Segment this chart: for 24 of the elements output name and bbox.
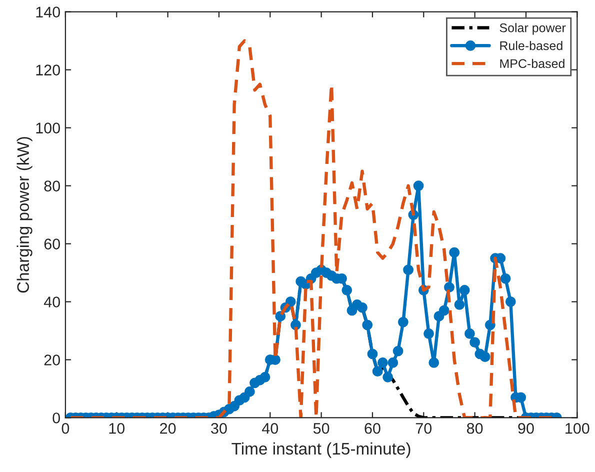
legend-label: Solar power (500, 23, 566, 35)
x-tick-label: 80 (466, 422, 483, 434)
y-tick-label: 140 (36, 6, 60, 18)
x-tick-label: 20 (160, 422, 176, 434)
legend-label: MPC-based (500, 58, 564, 68)
x-tick-label: 90 (518, 422, 534, 434)
x-tick-label: 50 (313, 422, 330, 434)
legend-label: Rule-based (500, 40, 562, 50)
x-tick-label: 0 (62, 422, 70, 434)
y-axis-title: Charging power (kW) (16, 137, 32, 293)
y-tick-label: 120 (36, 64, 60, 76)
x-tick-label: 30 (211, 422, 227, 434)
x-tick-label: 10 (109, 422, 125, 434)
x-tick-label: 100 (566, 422, 590, 434)
y-tick-label: 20 (44, 354, 60, 366)
y-tick-label: 40 (44, 296, 60, 308)
x-tick-label: 70 (416, 422, 432, 434)
y-tick-label: 100 (36, 122, 60, 134)
x-tick-label: 60 (364, 422, 380, 434)
x-axis-title: Time instant (15-minute) (232, 442, 410, 458)
y-tick-label: 80 (44, 180, 60, 192)
y-tick-label: 60 (44, 238, 60, 250)
x-tick-label: 40 (262, 422, 278, 434)
y-tick-label: 0 (52, 412, 60, 424)
